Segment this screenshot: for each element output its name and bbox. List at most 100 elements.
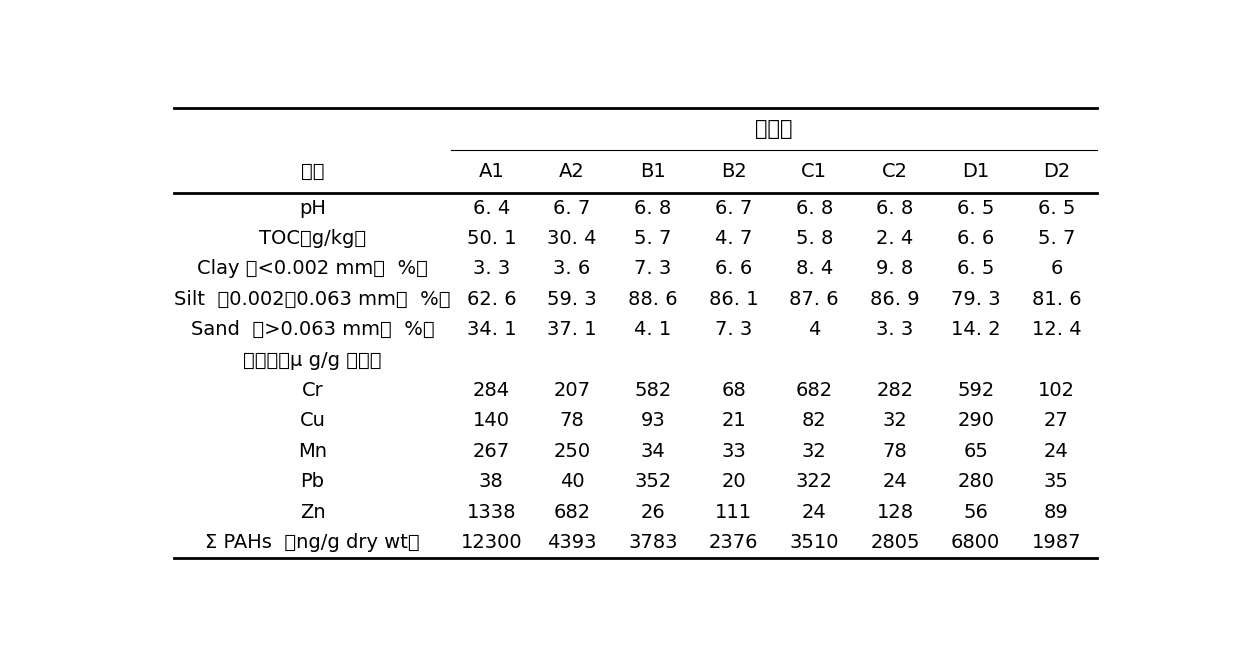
Text: C1: C1 [801,162,827,181]
Text: 指标: 指标 [301,162,325,181]
Text: 352: 352 [634,472,671,491]
Text: 6. 5: 6. 5 [957,199,994,217]
Text: 6. 4: 6. 4 [472,199,510,217]
Text: 82: 82 [802,411,827,430]
Text: 4. 1: 4. 1 [634,320,671,339]
Text: 沉积物: 沉积物 [755,119,792,139]
Text: 88. 6: 88. 6 [627,289,677,309]
Text: 582: 582 [634,381,671,400]
Text: 592: 592 [957,381,994,400]
Text: Σ PAHs  （ng/g dry wt）: Σ PAHs （ng/g dry wt） [206,533,420,552]
Text: 78: 78 [883,442,908,461]
Text: 24: 24 [883,472,908,491]
Text: 284: 284 [472,381,510,400]
Text: 87. 6: 87. 6 [790,289,839,309]
Text: 14. 2: 14. 2 [951,320,1001,339]
Text: 89: 89 [1044,502,1069,522]
Text: 207: 207 [553,381,590,400]
Text: 62. 6: 62. 6 [466,289,516,309]
Text: 3. 3: 3. 3 [472,260,510,278]
Text: 40: 40 [559,472,584,491]
Text: 2376: 2376 [709,533,759,552]
Text: 3. 6: 3. 6 [553,260,590,278]
Text: 5. 8: 5. 8 [796,229,833,248]
Text: pH: pH [299,199,326,217]
Text: D2: D2 [1043,162,1070,181]
Text: 9. 8: 9. 8 [877,260,914,278]
Text: B2: B2 [720,162,746,181]
Text: 682: 682 [553,502,590,522]
Text: 6. 5: 6. 5 [1038,199,1075,217]
Text: 12. 4: 12. 4 [1032,320,1081,339]
Text: 30. 4: 30. 4 [547,229,596,248]
Text: 6. 5: 6. 5 [957,260,994,278]
Text: 140: 140 [472,411,510,430]
Text: 3783: 3783 [627,533,677,552]
Text: 6: 6 [1050,260,1063,278]
Text: 322: 322 [796,472,833,491]
Text: 78: 78 [559,411,584,430]
Text: 6. 8: 6. 8 [796,199,833,217]
Text: C2: C2 [882,162,908,181]
Text: Cu: Cu [300,411,326,430]
Text: 32: 32 [802,442,827,461]
Text: 6. 8: 6. 8 [877,199,914,217]
Text: 12300: 12300 [460,533,522,552]
Text: 282: 282 [877,381,914,400]
Text: 4: 4 [808,320,821,339]
Text: Sand  （>0.063 mm，  %）: Sand （>0.063 mm， %） [191,320,434,339]
Text: 6. 7: 6. 7 [553,199,590,217]
Text: 68: 68 [722,381,746,400]
Text: 250: 250 [553,442,590,461]
Text: 3510: 3510 [790,533,839,552]
Text: 280: 280 [957,472,994,491]
Text: 6. 8: 6. 8 [634,199,671,217]
Text: 24: 24 [802,502,827,522]
Text: 38: 38 [479,472,503,491]
Text: 6. 6: 6. 6 [957,229,994,248]
Text: 35: 35 [1044,472,1069,491]
Text: 6. 6: 6. 6 [715,260,753,278]
Text: 50. 1: 50. 1 [466,229,516,248]
Text: 2805: 2805 [870,533,920,552]
Text: 128: 128 [877,502,914,522]
Text: 682: 682 [796,381,833,400]
Text: 27: 27 [1044,411,1069,430]
Text: A2: A2 [559,162,585,181]
Text: 26: 26 [640,502,665,522]
Text: 4. 7: 4. 7 [715,229,753,248]
Text: 290: 290 [957,411,994,430]
Text: Silt  （0.002－0.063 mm，  %）: Silt （0.002－0.063 mm， %） [175,289,451,309]
Text: TOC（g/kg）: TOC（g/kg） [259,229,366,248]
Text: Cr: Cr [301,381,324,400]
Text: 8. 4: 8. 4 [796,260,833,278]
Text: 34: 34 [640,442,665,461]
Text: Clay （<0.002 mm，  %）: Clay （<0.002 mm， %） [197,260,428,278]
Text: 1338: 1338 [466,502,516,522]
Text: 65: 65 [963,442,988,461]
Text: 21: 21 [722,411,746,430]
Text: 24: 24 [1044,442,1069,461]
Text: Mn: Mn [298,442,327,461]
Text: B1: B1 [640,162,666,181]
Text: 86. 9: 86. 9 [870,289,920,309]
Text: 7. 3: 7. 3 [634,260,671,278]
Text: 93: 93 [640,411,665,430]
Text: 20: 20 [722,472,745,491]
Text: 6. 7: 6. 7 [715,199,753,217]
Text: 102: 102 [1038,381,1075,400]
Text: 7. 3: 7. 3 [715,320,753,339]
Text: 3. 3: 3. 3 [877,320,914,339]
Text: 32: 32 [883,411,908,430]
Text: 37. 1: 37. 1 [547,320,596,339]
Text: 4393: 4393 [547,533,596,552]
Text: 33: 33 [722,442,746,461]
Text: 5. 7: 5. 7 [1038,229,1075,248]
Text: 81. 6: 81. 6 [1032,289,1081,309]
Text: A1: A1 [479,162,505,181]
Text: 267: 267 [472,442,510,461]
Text: 56: 56 [963,502,988,522]
Text: 79. 3: 79. 3 [951,289,1001,309]
Text: Pb: Pb [300,472,325,491]
Text: Zn: Zn [300,502,325,522]
